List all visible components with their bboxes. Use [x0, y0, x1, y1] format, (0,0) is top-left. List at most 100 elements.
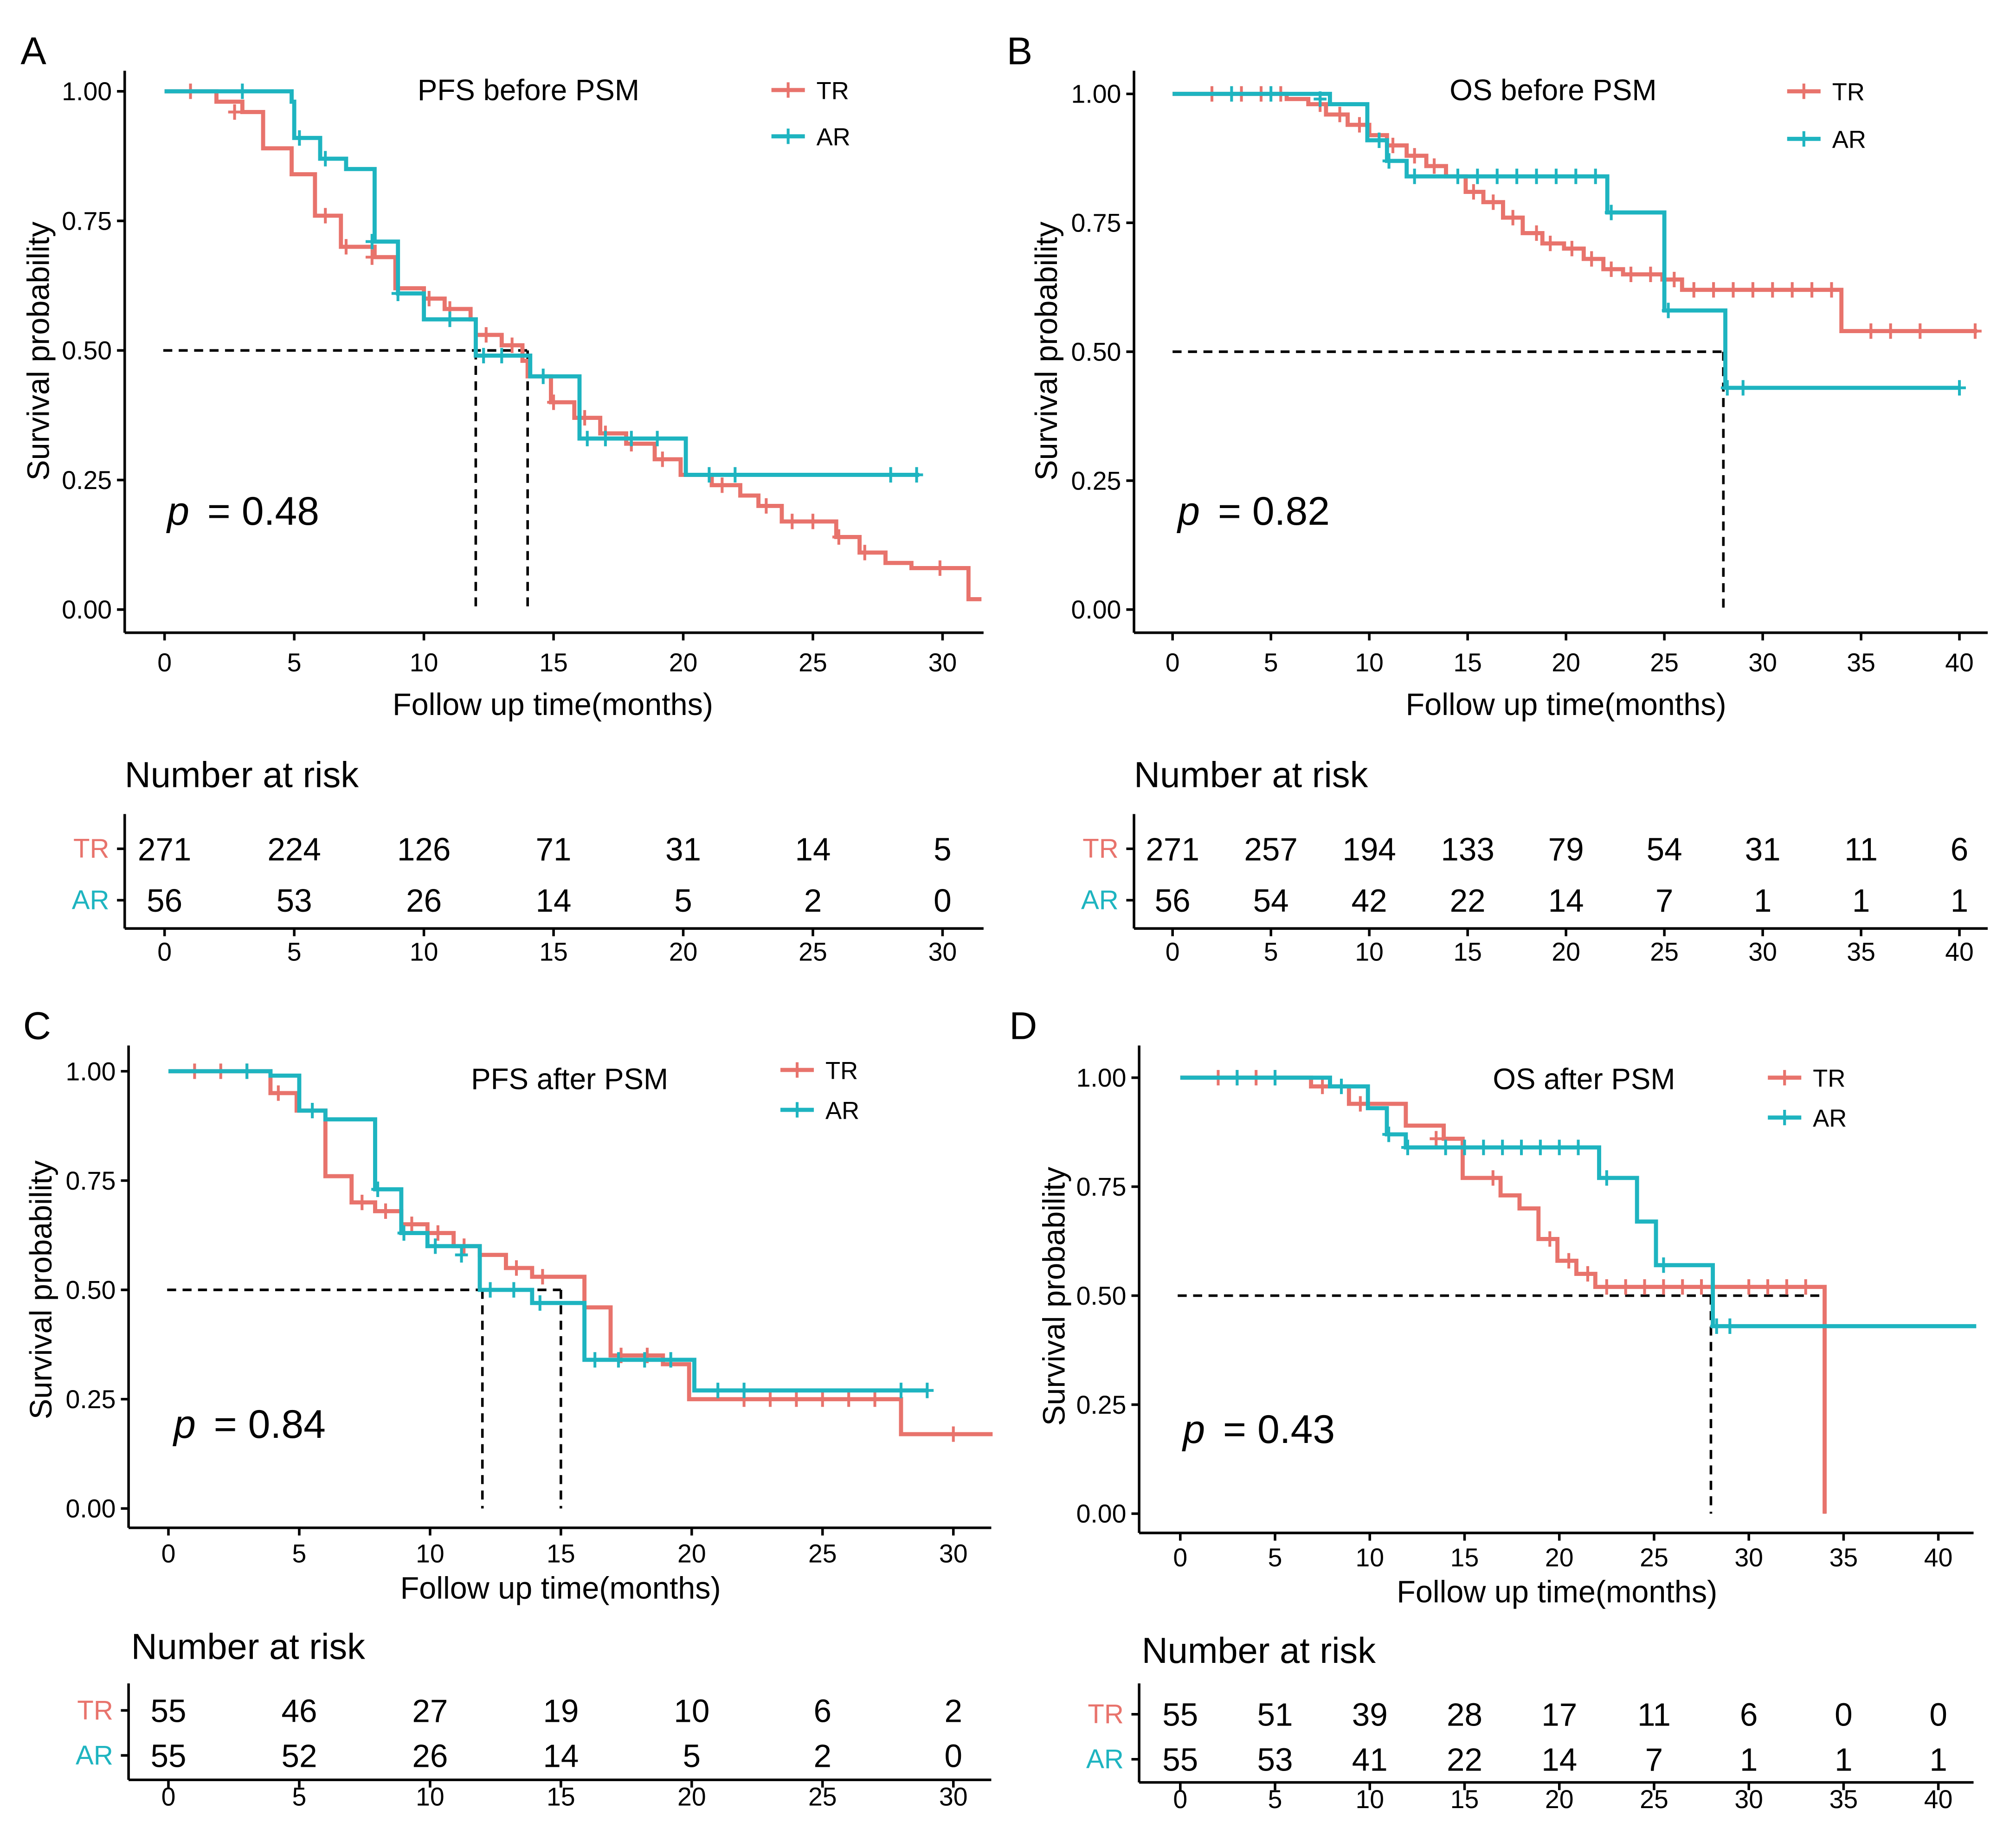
risk-count-tr-b: 31 — [1745, 831, 1781, 867]
p-value-text: = 0.82 — [1218, 489, 1330, 534]
risk-x-tick-label-d: 20 — [1545, 1785, 1574, 1814]
censor-mark-ar-a — [319, 151, 332, 167]
legend-item-ar-d: AR — [1768, 1105, 1847, 1132]
risk-table-title-d: Number at risk — [1142, 1631, 1376, 1671]
censor-mark-tr-a — [319, 208, 332, 224]
risk-x-tick-label-c: 0 — [161, 1783, 176, 1811]
censor-mark-ar-c — [507, 1282, 521, 1298]
x-tick-label-d: 40 — [1924, 1543, 1953, 1572]
censor-mark-ar-b — [1662, 303, 1675, 318]
survival-curve-ar-d — [1180, 1075, 1977, 1328]
risk-x-tick-label-a: 30 — [928, 937, 957, 966]
risk-group-label-ar-c: AR — [76, 1740, 113, 1771]
risk-count-ar-d: 22 — [1447, 1742, 1482, 1778]
censor-mark-ar-b — [1510, 168, 1523, 184]
p-value-c: p = 0.84 — [172, 1402, 326, 1447]
risk-count-tr-a: 271 — [138, 831, 192, 867]
risk-count-ar-b: 1 — [1754, 882, 1772, 919]
censor-mark-ar-d — [1496, 1140, 1509, 1155]
survival-curve-tr-c — [168, 1069, 993, 1436]
x-tick-label-c: 5 — [292, 1539, 307, 1568]
risk-count-tr-d: 28 — [1447, 1697, 1482, 1733]
risk-count-tr-b: 11 — [1844, 831, 1878, 867]
risk-x-tick-label-d: 5 — [1268, 1785, 1282, 1814]
censor-mark-tr-d — [1430, 1131, 1443, 1146]
legend-item-ar-b: AR — [1787, 126, 1866, 154]
censor-mark-tr-a — [547, 394, 560, 410]
risk-count-ar-d: 1 — [1740, 1742, 1758, 1778]
censor-mark-ar-b — [1720, 380, 1734, 396]
x-tick-label-a: 5 — [287, 648, 302, 677]
risk-count-tr-b: 194 — [1342, 831, 1396, 867]
risk-count-tr-d: 0 — [1929, 1697, 1947, 1733]
risk-count-tr-c: 2 — [944, 1693, 962, 1729]
censor-mark-ar-a — [599, 431, 612, 446]
censor-mark-ar-d — [1534, 1140, 1547, 1155]
risk-count-tr-c: 10 — [674, 1693, 709, 1729]
x-tick-label-c: 15 — [547, 1539, 575, 1568]
legend-item-tr-a: TR — [771, 77, 849, 104]
censor-mark-ar-b — [1530, 168, 1543, 184]
risk-table-title-b: Number at risk — [1134, 755, 1368, 795]
censor-mark-tr-d — [1799, 1279, 1812, 1295]
censor-mark-tr-d — [1600, 1279, 1613, 1295]
risk-x-tick-label-d: 10 — [1355, 1785, 1384, 1814]
censor-mark-tr-b — [1604, 261, 1618, 277]
y-axis-label-b: Survival probability — [1030, 221, 1064, 481]
censor-mark-tr-d — [1316, 1078, 1329, 1095]
censor-mark-ar-c — [240, 1063, 254, 1079]
censor-mark-ar-b — [1372, 132, 1386, 148]
censor-mark-ar-d — [1600, 1170, 1613, 1186]
risk-x-tick-label-c: 10 — [416, 1783, 444, 1811]
censor-mark-tr-b — [1506, 210, 1520, 225]
risk-count-ar-b: 7 — [1655, 882, 1674, 919]
legend-item-tr-b: TR — [1787, 78, 1865, 106]
risk-group-label-tr-a: TR — [73, 834, 109, 864]
panel-letter-d: D — [1009, 1004, 1037, 1048]
censor-mark-ar-d — [1230, 1070, 1244, 1086]
censor-mark-ar-a — [536, 368, 550, 384]
risk-count-ar-b: 14 — [1548, 882, 1584, 919]
censor-mark-tr-b — [1467, 184, 1480, 200]
censor-mark-tr-b — [1353, 117, 1366, 133]
censor-mark-tr-b — [1408, 148, 1421, 164]
risk-count-tr-a: 31 — [665, 831, 701, 867]
censor-mark-tr-a — [806, 514, 819, 529]
risk-count-tr-c: 19 — [543, 1693, 579, 1729]
survival-curve-tr-b — [1172, 91, 1977, 334]
p-value-a: p = 0.48 — [166, 489, 319, 534]
risk-x-tick-label-b: 0 — [1166, 937, 1180, 966]
x-tick-label-d: 15 — [1450, 1543, 1479, 1572]
censor-mark-tr-d — [1638, 1279, 1651, 1295]
risk-count-ar-c: 52 — [281, 1738, 317, 1774]
risk-x-tick-label-a: 10 — [410, 937, 438, 966]
p-value-text: = 0.84 — [214, 1402, 326, 1447]
censor-mark-ar-d — [1269, 1070, 1282, 1086]
p-symbol: p — [166, 489, 189, 534]
y-tick-label-d: 1.00 — [1076, 1063, 1127, 1092]
y-tick-label-a: 0.25 — [62, 466, 112, 495]
censor-mark-tr-d — [1657, 1279, 1670, 1295]
panel-letter-b: B — [1007, 30, 1032, 73]
risk-count-tr-c: 27 — [412, 1693, 448, 1729]
survival-curve-ar-c — [168, 1069, 927, 1393]
risk-count-tr-d: 0 — [1835, 1697, 1853, 1733]
censor-mark-tr-d — [1486, 1170, 1500, 1186]
risk-count-tr-d: 39 — [1352, 1697, 1388, 1733]
panel-c: C0.000.250.500.751.000 5 10 15 20 25 30Follow … — [23, 1004, 993, 1811]
censor-mark-ar-d — [1458, 1140, 1471, 1155]
censor-mark-ar-c — [397, 1225, 411, 1241]
censor-mark-tr-b — [1487, 194, 1500, 210]
x-tick-label-b: 40 — [1945, 648, 1974, 677]
x-tick-label-a: 15 — [539, 648, 568, 677]
y-tick-label-b: 0.25 — [1071, 466, 1121, 495]
legend-item-ar-a: AR — [771, 123, 850, 151]
x-tick-label-b: 30 — [1748, 648, 1777, 677]
censor-mark-ar-d — [1515, 1140, 1528, 1155]
x-tick-label-d: 0 — [1173, 1543, 1187, 1572]
censor-mark-tr-d — [1695, 1279, 1708, 1295]
risk-count-ar-d: 14 — [1541, 1742, 1577, 1778]
panel-letter-c: C — [23, 1004, 51, 1048]
censor-mark-ar-d — [1335, 1078, 1348, 1095]
risk-count-ar-d: 53 — [1257, 1742, 1293, 1778]
